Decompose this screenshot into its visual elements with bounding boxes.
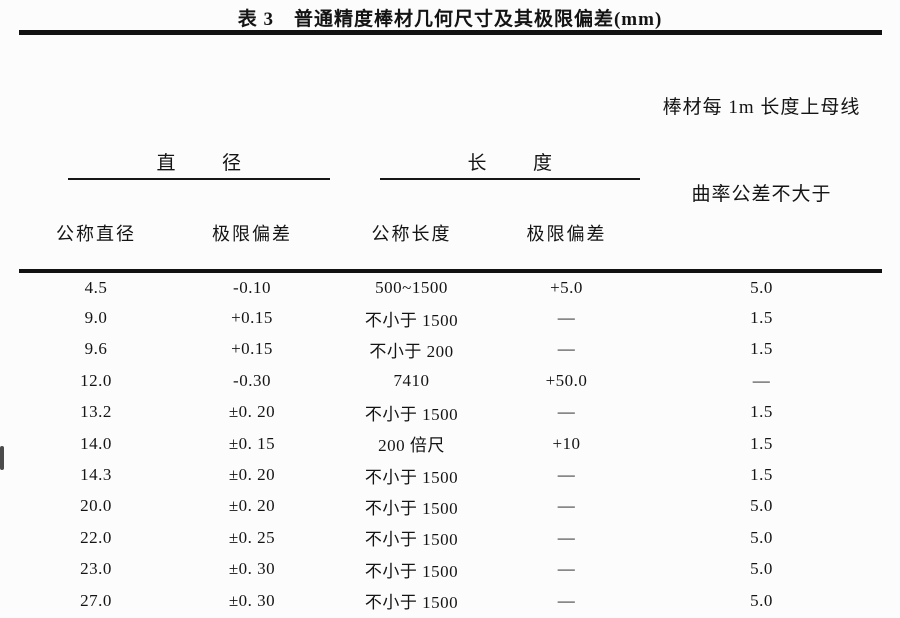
- table-cell: 1.5: [750, 339, 773, 359]
- table-row: 14.3 ±0. 20 不小于 1500 — 1.5: [19, 459, 882, 490]
- table-cell: 9.6: [84, 339, 108, 359]
- table-cell: 不小于 1500: [364, 404, 459, 424]
- table-cell: 14.0: [80, 433, 112, 453]
- table-row: 14.0 ±0. 15 200 倍尺 +10 1.5: [19, 428, 882, 459]
- table-cell: 不小于 200: [369, 341, 454, 361]
- table-cell: 12.0: [80, 370, 112, 390]
- table-header: 直 径 长 度 棒材每 1m 长度上母线 曲率公差不大于 公称直径 极限偏差 公…: [19, 33, 882, 271]
- table-cell: ±0. 30: [228, 590, 276, 610]
- table-cell: 13.2: [80, 402, 112, 422]
- table-cell: 9.0: [84, 308, 108, 328]
- table-row: 12.0 -0.30 7410 +50.0 —: [19, 365, 882, 396]
- table-cell: 14.3: [80, 465, 112, 485]
- table-cell: 不小于 1500: [364, 498, 459, 518]
- table-row: 20.0 ±0. 20 不小于 1500 — 5.0: [19, 491, 882, 522]
- table-cell: 1.5: [750, 433, 773, 453]
- column-group-length: 长 度: [331, 33, 641, 202]
- table-cell: —: [752, 370, 771, 390]
- table-cell: —: [557, 559, 576, 579]
- table-cell: +50.0: [545, 370, 588, 390]
- table-cell: 200 倍尺: [378, 436, 445, 456]
- table-cell: 5.0: [750, 527, 773, 547]
- table-cell: -0.30: [233, 370, 271, 390]
- table-row: 9.0 +0.15 不小于 1500 — 1.5: [19, 302, 882, 333]
- table-cell: —: [557, 590, 576, 610]
- table-cell: 20.0: [80, 496, 112, 516]
- curvature-header-line1: 棒材每 1m 长度上母线: [662, 97, 861, 118]
- table-cell: 1.5: [750, 308, 773, 328]
- column-group-diameter: 直 径: [19, 33, 331, 202]
- spec-table: 直 径 长 度 棒材每 1m 长度上母线 曲率公差不大于 公称直径 极限偏差 公…: [19, 30, 882, 618]
- table-cell: +0.15: [231, 339, 273, 359]
- table-row: 22.0 ±0. 25 不小于 1500 — 5.0: [19, 522, 882, 553]
- table-row: 9.6 +0.15 不小于 200 — 1.5: [19, 334, 882, 365]
- table-cell: 22.0: [80, 527, 112, 547]
- table-cell: 不小于 1500: [364, 530, 459, 550]
- column-group-length-label: 长 度: [379, 148, 640, 180]
- table-cell: 4.5: [84, 277, 108, 297]
- table-cell: 7410: [393, 370, 430, 390]
- table-cell: +5.0: [550, 277, 583, 297]
- table-cell: —: [557, 339, 576, 359]
- column-header-nominal-diameter: 公称直径: [56, 224, 136, 245]
- table-cell: +0.15: [231, 308, 273, 328]
- table-row: 23.0 ±0. 30 不小于 1500 — 5.0: [19, 554, 882, 585]
- table-cell: 5.0: [750, 590, 773, 610]
- table-cell: ±0. 20: [228, 465, 276, 485]
- table-cell: 1.5: [750, 402, 773, 422]
- table-row: 4.5 -0.10 500~1500 +5.0 5.0: [19, 271, 882, 302]
- table-row: 27.0 ±0. 30 不小于 1500 — 5.0: [19, 585, 882, 616]
- table-cell: —: [557, 527, 576, 547]
- column-header-curvature: 棒材每 1m 长度上母线 曲率公差不大于: [641, 33, 882, 272]
- table-cell: —: [557, 402, 576, 422]
- table-cell: 5.0: [750, 496, 773, 516]
- column-header-nominal-length: 公称长度: [371, 224, 452, 245]
- column-group-diameter-label: 直 径: [67, 148, 330, 180]
- table-cell: 23.0: [80, 559, 112, 579]
- column-header-diameter-deviation: 极限偏差: [212, 224, 292, 245]
- table-cell: 1.5: [750, 465, 773, 485]
- table-cell: -0.10: [233, 277, 271, 297]
- table-body: 4.5 -0.10 500~1500 +5.0 5.0 9.0 +0.15 不小于 1500 —…: [19, 271, 882, 618]
- table-cell: —: [557, 465, 576, 485]
- table-cell: ±0. 20: [228, 402, 276, 422]
- table-cell: ±0. 25: [228, 527, 276, 547]
- table-cell: ±0. 20: [228, 496, 276, 516]
- table-cell: 不小于 1500: [364, 561, 459, 581]
- curvature-header-line2: 曲率公差不大于: [691, 184, 832, 205]
- table-row: 13.2 ±0. 20 不小于 1500 — 1.5: [19, 397, 882, 428]
- table-cell: 不小于 1500: [364, 310, 459, 330]
- table-cell: 5.0: [750, 559, 773, 579]
- table-cell: 不小于 1500: [364, 467, 459, 487]
- table-cell: —: [557, 308, 576, 328]
- table-cell: 5.0: [750, 277, 773, 297]
- table-cell: ±0. 30: [228, 559, 276, 579]
- table-cell: 500~1500: [375, 277, 448, 297]
- table-cell: +10: [552, 433, 581, 453]
- scan-artifact-mark: [0, 446, 4, 470]
- sub-header-row: 公称直径 极限偏差 公称长度 极限偏差: [19, 202, 882, 271]
- group-header-row: 直 径 长 度 棒材每 1m 长度上母线 曲率公差不大于: [19, 33, 882, 205]
- column-header-length-deviation: 极限偏差: [526, 224, 607, 245]
- table-title: 表 3 普通精度棒材几何尺寸及其极限偏差(mm): [237, 9, 663, 30]
- table-cell: ±0. 15: [228, 433, 276, 453]
- table-cell: 不小于 1500: [364, 593, 459, 613]
- table-cell: —: [557, 496, 576, 516]
- table-cell: 27.0: [80, 590, 112, 610]
